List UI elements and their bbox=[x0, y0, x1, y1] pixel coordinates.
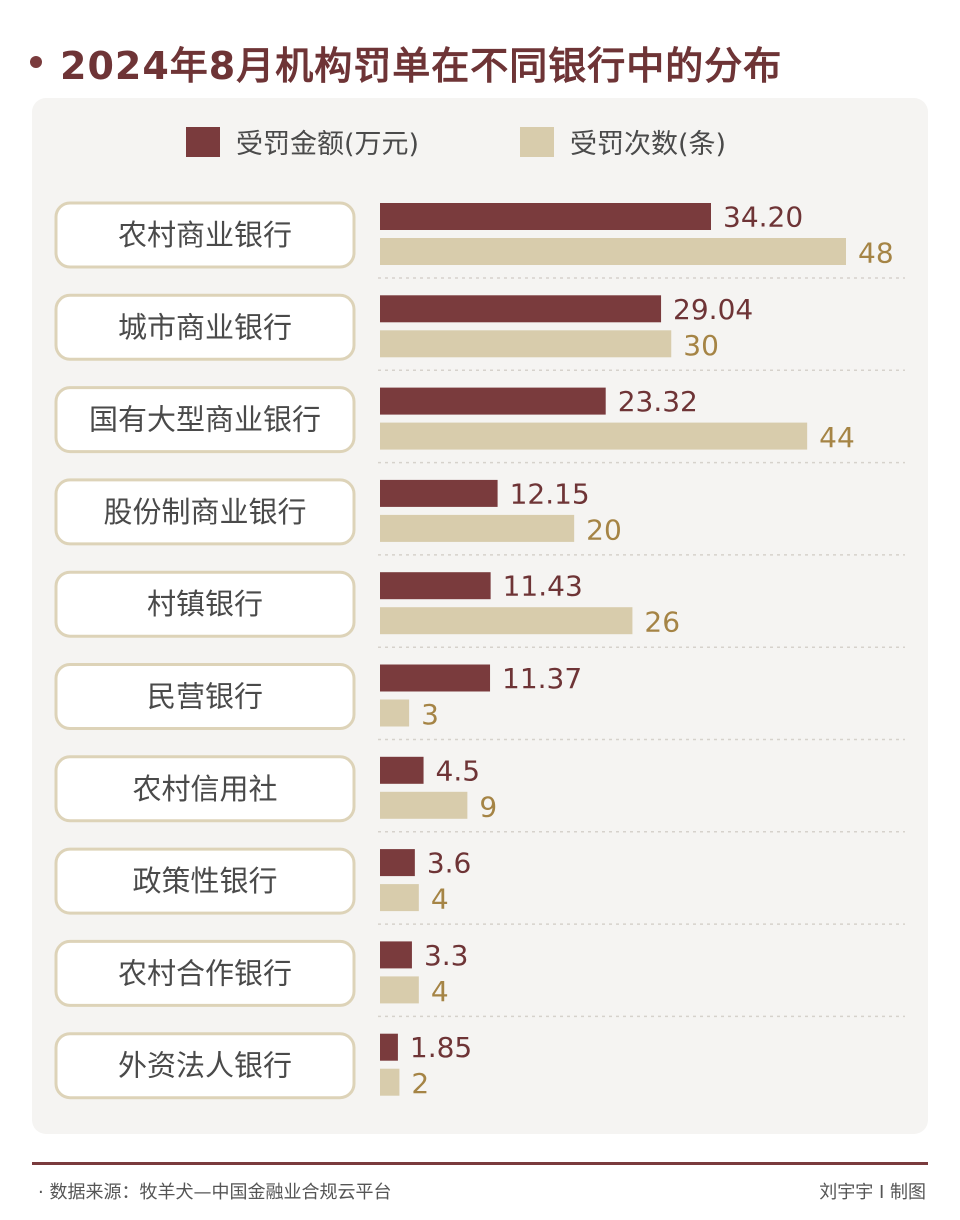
bar-amount-label: 11.37 bbox=[502, 662, 582, 695]
category-label: 国有大型商业银行 bbox=[89, 403, 321, 437]
category-box bbox=[54, 847, 356, 915]
bar-count bbox=[380, 514, 575, 542]
title-bullet-icon bbox=[30, 56, 42, 68]
legend-item-amount: 受罚金额(万元) bbox=[186, 122, 419, 161]
category-box bbox=[54, 386, 356, 454]
category-box bbox=[54, 478, 356, 546]
bar-amount-label: 11.43 bbox=[503, 570, 583, 603]
source-note: · 数据来源：牧羊犬—中国金融业合规云平台 bbox=[38, 1182, 392, 1203]
category-label: 城市商业银行 bbox=[118, 310, 292, 344]
bar-count-label: 3 bbox=[421, 698, 439, 731]
category-label: 农村商业银行 bbox=[118, 218, 292, 252]
category-box bbox=[54, 663, 356, 730]
category-box bbox=[54, 755, 356, 823]
legend-swatch-amount bbox=[186, 126, 220, 157]
bar-count bbox=[380, 1068, 400, 1096]
bar-count-label: 20 bbox=[586, 513, 622, 546]
legend: 受罚金额(万元) 受罚次数(条) bbox=[0, 122, 960, 166]
category-label: 外资法人银行 bbox=[118, 1049, 292, 1083]
bar-amount-label: 1.85 bbox=[410, 1031, 472, 1064]
bar-count-label: 9 bbox=[479, 790, 497, 823]
legend-item-count: 受罚次数(条) bbox=[520, 122, 726, 161]
bar-amount bbox=[380, 295, 662, 323]
bar-count-label: 30 bbox=[683, 329, 719, 362]
bar-amount bbox=[380, 1033, 398, 1061]
bar-amount bbox=[380, 479, 498, 507]
footer-divider bbox=[32, 1162, 928, 1165]
bar-amount-label: 29.04 bbox=[673, 293, 753, 326]
bar-count-label: 48 bbox=[858, 237, 894, 270]
category-box bbox=[54, 1032, 356, 1100]
bar-count bbox=[380, 238, 846, 265]
bar-count-label: 4 bbox=[431, 975, 449, 1008]
bar-amount bbox=[380, 203, 711, 230]
bar-amount-label: 3.3 bbox=[424, 939, 469, 972]
bar-amount bbox=[380, 849, 415, 877]
bar-amount bbox=[380, 572, 491, 600]
bar-count bbox=[380, 330, 672, 358]
bar-count-label: 2 bbox=[411, 1067, 429, 1100]
bar-amount-label: 34.20 bbox=[723, 201, 803, 234]
bar-amount-label: 4.5 bbox=[436, 754, 481, 787]
bar-amount bbox=[380, 756, 424, 784]
category-box bbox=[54, 201, 356, 269]
bar-count bbox=[380, 699, 410, 727]
bar-count bbox=[380, 607, 633, 635]
bar-count bbox=[380, 884, 419, 912]
category-box bbox=[54, 570, 356, 638]
category-box bbox=[54, 293, 356, 361]
category-label: 农村合作银行 bbox=[118, 956, 292, 990]
category-label: 农村信用社 bbox=[132, 772, 277, 806]
bar-count bbox=[380, 791, 468, 819]
chart-title: 2024年8月机构罚单在不同银行中的分布 bbox=[60, 43, 783, 88]
bar-amount bbox=[380, 941, 412, 969]
category-label: 民营银行 bbox=[147, 680, 263, 714]
bar-amount bbox=[380, 664, 491, 692]
bar-count bbox=[380, 976, 419, 1004]
legend-label-amount: 受罚金额(万元) bbox=[236, 129, 420, 160]
legend-label-count: 受罚次数(条) bbox=[570, 129, 727, 160]
bar-count-label: 4 bbox=[431, 883, 449, 916]
credit-note: 刘宇宇 I 制图 bbox=[819, 1182, 926, 1203]
bar-count-label: 26 bbox=[644, 606, 680, 639]
category-label: 村镇银行 bbox=[147, 587, 263, 621]
bar-count bbox=[380, 422, 808, 450]
bar-amount-label: 12.15 bbox=[510, 477, 590, 510]
bar-count-label: 44 bbox=[819, 421, 855, 454]
bar-amount-label: 23.32 bbox=[618, 385, 698, 418]
title-row: 2024年8月机构罚单在不同银行中的分布 bbox=[30, 34, 782, 90]
bar-amount bbox=[380, 387, 606, 415]
category-label: 政策性银行 bbox=[132, 864, 277, 898]
category-label: 股份制商业银行 bbox=[103, 495, 306, 529]
bar-amount-label: 3.6 bbox=[427, 847, 472, 880]
category-box bbox=[54, 939, 356, 1007]
legend-swatch-count bbox=[520, 126, 554, 157]
